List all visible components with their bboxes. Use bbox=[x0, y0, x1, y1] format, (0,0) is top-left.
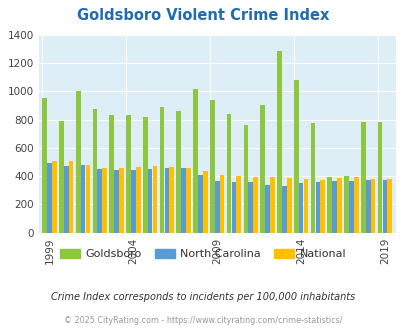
Bar bbox=[147, 169, 152, 233]
Text: Goldsboro Violent Crime Index: Goldsboro Violent Crime Index bbox=[77, 8, 328, 23]
Bar bbox=[186, 168, 190, 233]
Bar bbox=[248, 182, 252, 233]
Bar bbox=[152, 166, 157, 233]
Bar bbox=[365, 180, 370, 233]
Bar bbox=[382, 180, 386, 233]
Bar bbox=[68, 161, 73, 233]
Bar bbox=[114, 170, 119, 233]
Bar bbox=[102, 168, 107, 233]
Text: © 2025 CityRating.com - https://www.cityrating.com/crime-statistics/: © 2025 CityRating.com - https://www.city… bbox=[64, 316, 341, 325]
Bar bbox=[315, 182, 320, 233]
Bar bbox=[126, 115, 130, 233]
Bar bbox=[109, 115, 114, 233]
Bar bbox=[226, 114, 231, 233]
Bar bbox=[176, 111, 181, 233]
Bar bbox=[85, 165, 90, 233]
Bar bbox=[76, 90, 80, 233]
Text: Crime Index corresponds to incidents per 100,000 inhabitants: Crime Index corresponds to incidents per… bbox=[51, 292, 354, 302]
Bar bbox=[202, 171, 207, 233]
Bar bbox=[281, 186, 286, 233]
Bar bbox=[336, 178, 341, 233]
Bar bbox=[219, 175, 224, 233]
Bar bbox=[360, 122, 365, 233]
Bar bbox=[59, 121, 64, 233]
Bar bbox=[243, 125, 247, 233]
Bar bbox=[293, 80, 298, 233]
Bar bbox=[386, 179, 391, 233]
Bar bbox=[370, 179, 375, 233]
Bar bbox=[181, 168, 185, 233]
Bar bbox=[231, 182, 236, 233]
Bar bbox=[353, 178, 358, 233]
Bar bbox=[326, 178, 331, 233]
Bar bbox=[169, 167, 174, 233]
Bar bbox=[64, 166, 68, 233]
Bar bbox=[348, 181, 353, 233]
Bar bbox=[377, 122, 382, 233]
Bar bbox=[286, 178, 291, 233]
Bar bbox=[52, 161, 57, 233]
Bar bbox=[343, 176, 348, 233]
Bar bbox=[92, 109, 97, 233]
Legend: Goldsboro, North Carolina, National: Goldsboro, North Carolina, National bbox=[55, 244, 350, 263]
Bar bbox=[136, 167, 140, 233]
Bar bbox=[310, 123, 315, 233]
Bar bbox=[320, 180, 324, 233]
Bar bbox=[214, 181, 219, 233]
Bar bbox=[209, 100, 214, 233]
Bar bbox=[253, 177, 257, 233]
Bar bbox=[159, 108, 164, 233]
Bar bbox=[260, 105, 264, 233]
Bar bbox=[331, 181, 336, 233]
Bar bbox=[42, 98, 47, 233]
Bar bbox=[97, 169, 102, 233]
Bar bbox=[47, 163, 52, 233]
Bar bbox=[276, 51, 281, 233]
Bar bbox=[193, 89, 197, 233]
Bar bbox=[119, 168, 124, 233]
Bar bbox=[303, 179, 307, 233]
Bar bbox=[81, 165, 85, 233]
Bar bbox=[298, 183, 303, 233]
Bar bbox=[131, 170, 135, 233]
Bar bbox=[164, 168, 169, 233]
Bar bbox=[143, 117, 147, 233]
Bar bbox=[269, 178, 274, 233]
Bar bbox=[236, 176, 241, 233]
Bar bbox=[264, 184, 269, 233]
Bar bbox=[198, 175, 202, 233]
